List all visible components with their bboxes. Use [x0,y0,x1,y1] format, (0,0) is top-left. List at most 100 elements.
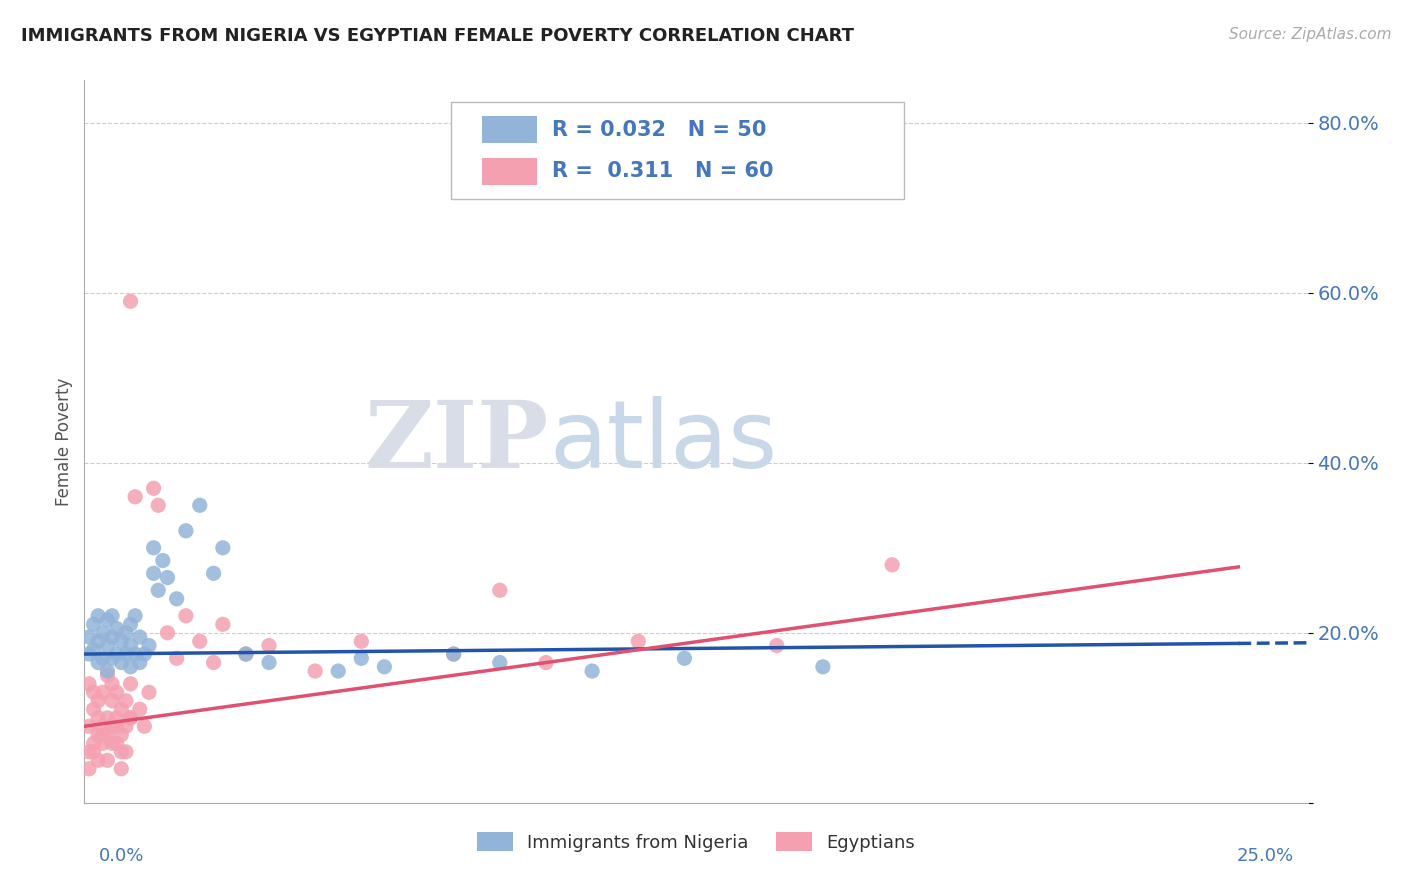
Point [128,656,150,670]
Point [96,711,118,725]
Point [87,728,110,742]
Point [211,617,233,632]
Point [77,630,100,644]
Point [87,634,110,648]
Point [120,677,142,691]
Point [105,736,128,750]
Point [91,651,114,665]
Point [257,639,280,653]
Point [83,736,105,750]
Point [581,664,603,678]
Y-axis label: Female Poverty: Female Poverty [55,377,73,506]
Point [87,753,110,767]
Point [110,728,132,742]
Text: 25.0%: 25.0% [1236,847,1294,865]
Point [105,622,128,636]
Point [105,719,128,733]
Point [96,668,118,682]
FancyBboxPatch shape [482,117,537,144]
Point [188,634,211,648]
Point [373,660,395,674]
Point [148,583,170,598]
Point [87,608,110,623]
Point [83,702,105,716]
Point [83,642,105,657]
Point [882,558,904,572]
Point [124,608,146,623]
Point [488,583,510,598]
Point [105,711,128,725]
Point [77,647,100,661]
Point [156,625,179,640]
Point [91,719,114,733]
Point [202,566,225,581]
Point [115,694,138,708]
Point [148,498,170,512]
Text: R =  0.311   N = 60: R = 0.311 N = 60 [551,161,773,181]
Point [128,702,150,716]
Point [673,651,696,665]
Point [115,625,138,640]
Point [156,570,179,584]
Point [77,719,100,733]
Point [101,651,124,665]
Point [166,591,188,606]
Point [77,745,100,759]
Point [328,664,350,678]
Point [765,639,787,653]
Point [105,647,128,661]
Point [188,498,211,512]
Point [152,553,174,567]
Point [142,541,165,555]
Point [110,634,132,648]
Point [101,694,124,708]
Point [96,753,118,767]
Text: R = 0.032   N = 50: R = 0.032 N = 50 [551,120,766,140]
Point [811,660,834,674]
Point [83,617,105,632]
Point [138,685,160,699]
Point [91,728,114,742]
Point [105,685,128,699]
Text: Source: ZipAtlas.com: Source: ZipAtlas.com [1229,27,1392,42]
Point [128,630,150,644]
Point [115,719,138,733]
Point [83,685,105,699]
Point [789,184,811,198]
Point [110,702,132,716]
Text: 0.0%: 0.0% [98,847,143,865]
Point [115,745,138,759]
Point [142,481,165,495]
Point [120,660,142,674]
Point [77,677,100,691]
Point [138,639,160,653]
Point [443,647,465,661]
Point [120,711,142,725]
Point [257,656,280,670]
Point [350,634,373,648]
Point [115,647,138,661]
Point [202,656,225,670]
Point [488,656,510,670]
Point [83,745,105,759]
Point [101,736,124,750]
Point [534,656,557,670]
FancyBboxPatch shape [451,102,904,200]
Point [304,664,326,678]
Point [110,745,132,759]
Point [101,677,124,691]
Point [87,656,110,670]
Point [110,656,132,670]
Point [120,711,142,725]
Point [124,647,146,661]
Point [211,541,233,555]
Point [101,608,124,623]
Point [77,762,100,776]
Point [120,639,142,653]
Text: ZIP: ZIP [366,397,550,486]
Point [91,625,114,640]
Point [124,490,146,504]
Text: IMMIGRANTS FROM NIGERIA VS EGYPTIAN FEMALE POVERTY CORRELATION CHART: IMMIGRANTS FROM NIGERIA VS EGYPTIAN FEMA… [21,27,853,45]
Point [91,685,114,699]
Point [87,711,110,725]
